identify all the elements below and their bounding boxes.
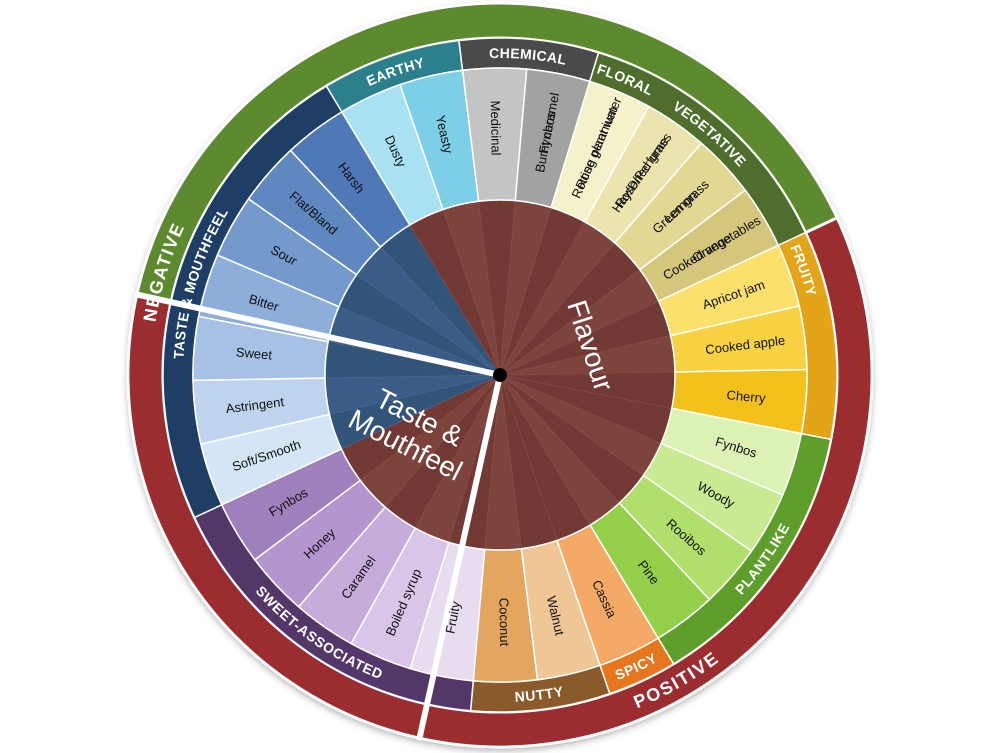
descriptor-label-chemical-medicinal: Medicinal xyxy=(488,100,504,155)
wheel-center-pin xyxy=(493,368,507,382)
category-label-nutty: NUTTY xyxy=(514,683,565,705)
section-dividers xyxy=(134,291,507,741)
descriptor-label-fruity-cherry: Cherry xyxy=(726,387,767,405)
descriptor-ring xyxy=(192,67,808,683)
descriptor-label-taste-astringent: Astringent xyxy=(225,394,285,416)
divider-line-left xyxy=(134,291,501,378)
descriptor-label-nutty-coconut: Coconut xyxy=(496,598,512,647)
category-ring xyxy=(162,37,838,713)
descriptor-label-sweet-fruity: Fruity xyxy=(442,600,463,635)
descriptor-label-taste-sweet: Sweet xyxy=(235,344,273,362)
hub-outline xyxy=(324,199,676,551)
divider-line-bottom xyxy=(416,374,503,741)
